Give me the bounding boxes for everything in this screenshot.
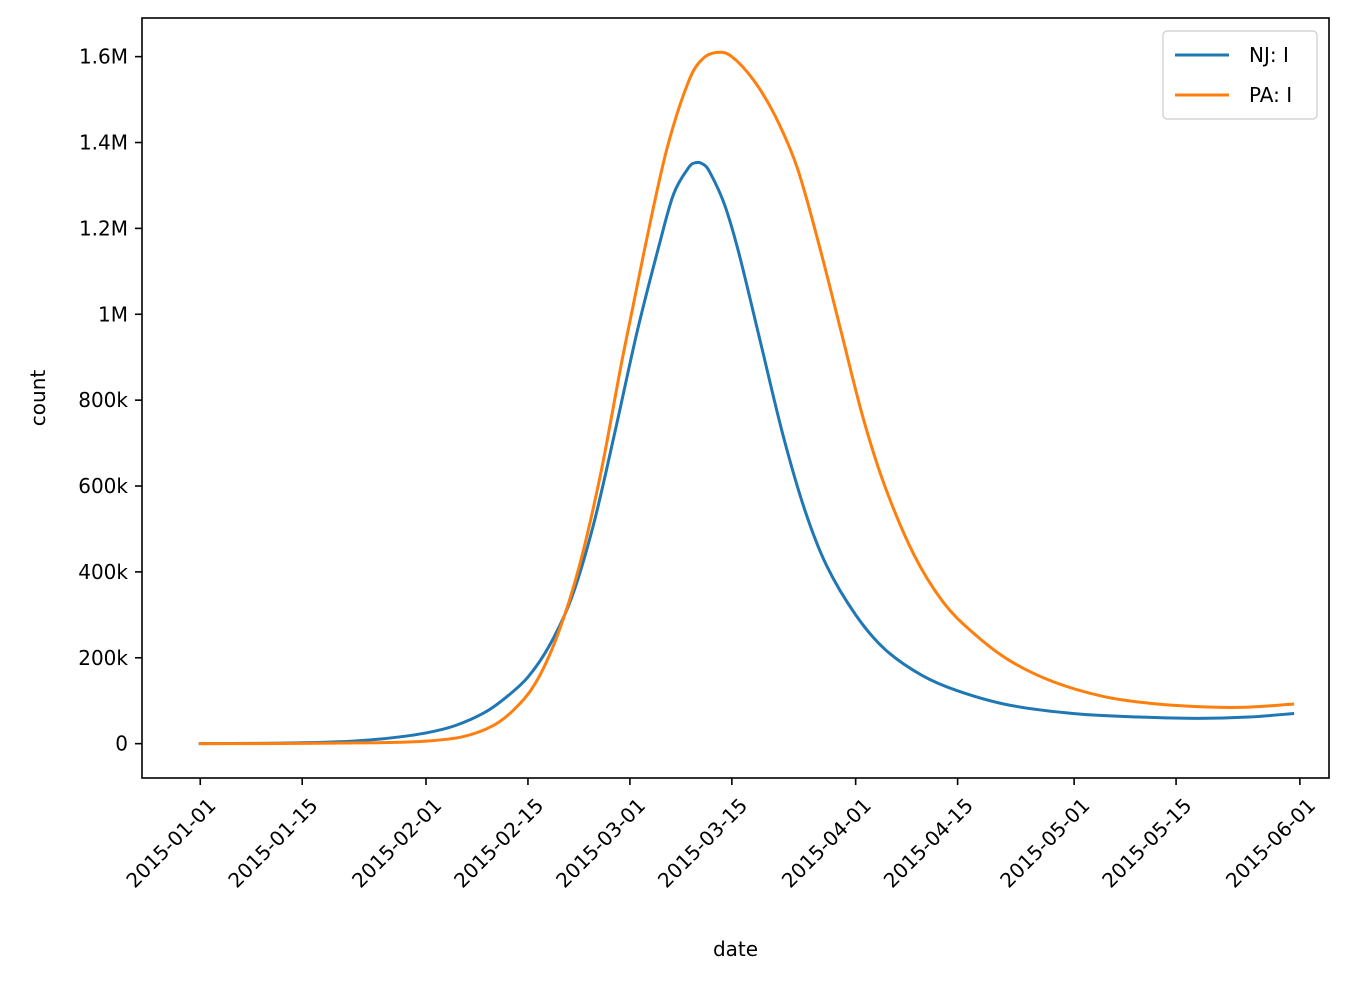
legend-box (1162, 30, 1318, 120)
legend-label-nj: NJ: I (1249, 43, 1289, 67)
legend: NJ: I PA: I (1162, 30, 1318, 120)
x-tick-label: 2015-06-01 (1221, 793, 1320, 892)
y-tick-label: 400k (78, 560, 128, 584)
x-tick-label: 2015-03-01 (551, 793, 650, 892)
x-tick-label: 2015-03-15 (653, 793, 752, 892)
x-tick-label: 2015-04-01 (777, 793, 876, 892)
x-tick-label: 2015-05-15 (1097, 793, 1196, 892)
y-tick-label: 1M (98, 302, 128, 326)
x-tick-label: 2015-04-15 (879, 793, 978, 892)
x-tick-label: 2015-01-01 (121, 793, 220, 892)
x-tick-label: 2015-01-15 (223, 793, 322, 892)
legend-label-pa: PA: I (1249, 83, 1292, 107)
series-layer (198, 50, 1295, 746)
y-tick-label: 0 (115, 732, 128, 756)
y-tick-label: 200k (78, 646, 128, 670)
y-axis-ticks: 0 200k 400k 600k 800k 1M 1.2M 1.4M 1.6M (78, 45, 142, 756)
y-tick-label: 600k (78, 474, 128, 498)
plot-area-frame (141, 17, 1330, 779)
y-tick-label: 1.6M (79, 45, 128, 69)
x-tick-label: 2015-02-01 (347, 793, 446, 892)
y-tick-label: 1.2M (79, 216, 128, 240)
x-tick-label: 2015-02-15 (449, 793, 548, 892)
series-line-1 (198, 50, 1295, 746)
x-axis-ticks: 2015-01-01 2015-01-15 2015-02-01 2015-02-15… (121, 778, 1320, 892)
x-axis-label: date (713, 937, 758, 961)
y-tick-label: 800k (78, 388, 128, 412)
y-axis-label: count (26, 370, 50, 427)
y-tick-label: 1.4M (79, 131, 128, 155)
x-tick-label: 2015-05-01 (995, 793, 1094, 892)
series-line-0 (198, 160, 1295, 746)
